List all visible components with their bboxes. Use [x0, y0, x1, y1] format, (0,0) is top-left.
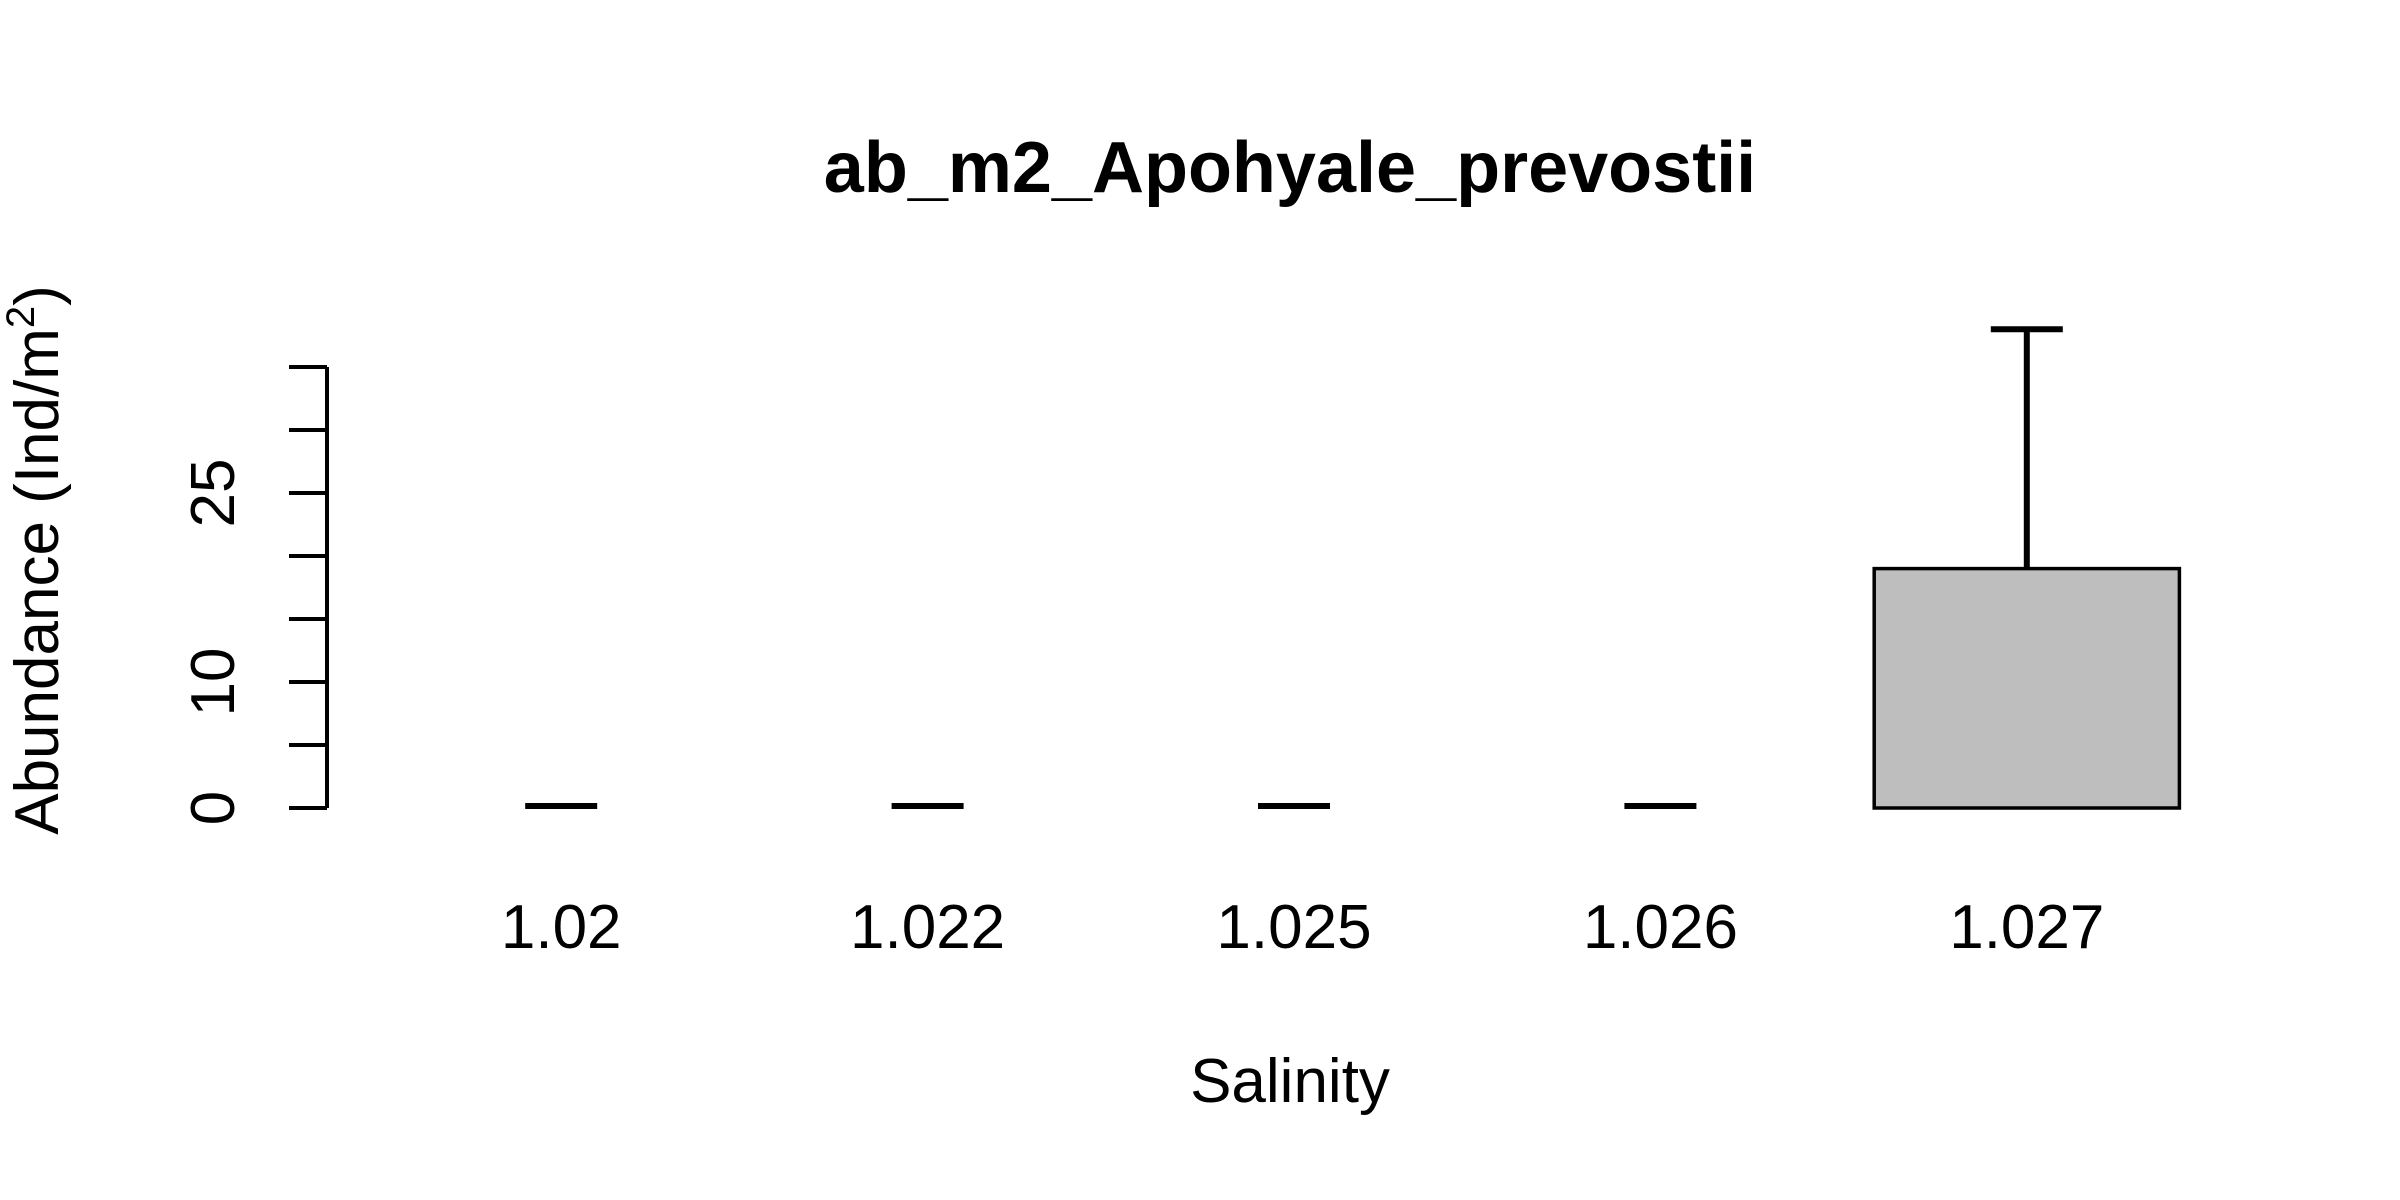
- y-axis-label-close: ): [3, 285, 72, 306]
- y-tick-label: 0: [179, 791, 248, 825]
- error-bars-group: [525, 326, 2063, 809]
- bar: [1872, 566, 2182, 810]
- y-tick-label: 10: [179, 648, 248, 717]
- x-tick-label: 1.026: [1583, 893, 1738, 962]
- x-axis-tick-labels: 1.02 1.022 1.025 1.026 1.027: [501, 893, 2105, 962]
- plot-area: 0 10 25 1.02 1.022 1.025 1.026 1.027: [179, 326, 2182, 962]
- bars-group: [1872, 566, 2182, 810]
- x-axis-label: Salinity: [1190, 1047, 1390, 1116]
- y-axis-label-superscript: 2: [0, 306, 43, 328]
- x-tick-label: 1.022: [850, 893, 1005, 962]
- x-tick-label: 1.025: [1216, 893, 1371, 962]
- chart-title: ab_m2_Apohyale_prevostii: [824, 128, 1756, 208]
- y-axis-label-text: Abundance (Ind/m: [3, 328, 72, 835]
- y-axis-label: Abundance (Ind/m2): [0, 285, 72, 835]
- y-tick-label: 25: [179, 459, 248, 528]
- x-tick-label: 1.02: [501, 893, 622, 962]
- x-tick-label: 1.027: [1949, 893, 2104, 962]
- y-axis: 0 10 25: [179, 365, 329, 825]
